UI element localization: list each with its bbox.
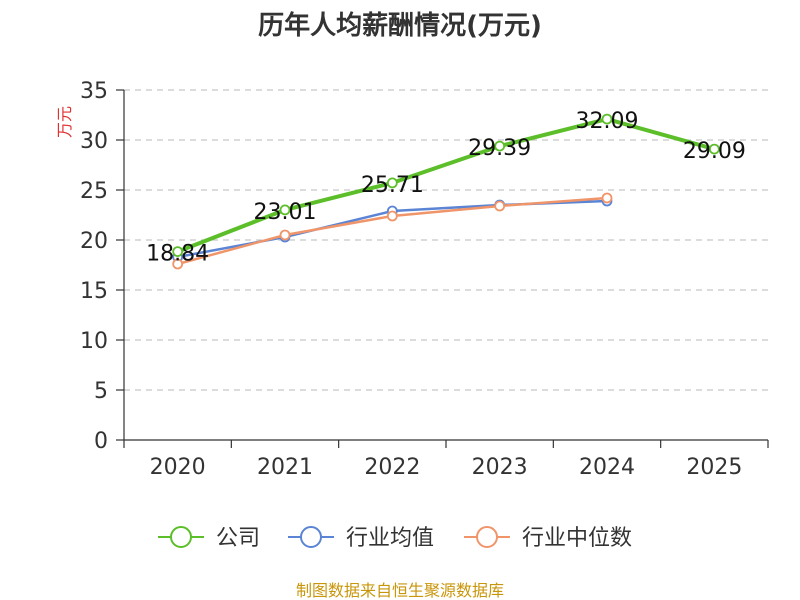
y-tick-label: 10	[80, 329, 108, 354]
data-point	[494, 140, 506, 152]
data-point	[386, 177, 398, 189]
y-tick-label: 20	[80, 229, 108, 254]
data-point	[601, 192, 613, 204]
x-tick-label: 2022	[364, 455, 420, 480]
legend: 公司 行业均值 行业中位数	[158, 526, 632, 551]
legend-label: 行业中位数	[522, 526, 632, 551]
legend-label: 公司	[216, 526, 260, 551]
legend-item-1[interactable]: 行业均值	[288, 526, 434, 551]
legend-swatch-marker	[170, 526, 192, 548]
data-label: 29.39	[468, 136, 531, 161]
data-label-layer: 18.84 23.01 25.71 29.39 32.09 29.09	[146, 109, 746, 267]
y-tick-label: 0	[94, 429, 108, 454]
legend-swatch-marker	[476, 526, 498, 548]
source-note: 制图数据来自恒生聚源数据库	[296, 581, 504, 600]
data-label: 18.84	[146, 242, 209, 267]
legend-item-0[interactable]: 公司	[158, 526, 260, 551]
legend-item-2[interactable]: 行业中位数	[464, 526, 632, 551]
data-point	[386, 210, 398, 222]
x-tick-label: 2020	[150, 455, 206, 480]
legend-label: 行业均值	[346, 526, 434, 551]
data-point	[172, 246, 184, 258]
data-label: 29.09	[683, 139, 746, 164]
data-label: 25.71	[361, 173, 424, 198]
y-axis-label: 万元	[55, 106, 74, 138]
grid-layer	[124, 89, 768, 391]
data-point	[279, 229, 291, 241]
y-tick-label: 5	[94, 379, 108, 404]
data-point	[279, 204, 291, 216]
series-layer	[172, 113, 720, 270]
data-point	[172, 258, 184, 270]
data-point	[601, 113, 613, 125]
x-tick-label: 2021	[257, 455, 313, 480]
y-tick-label: 25	[80, 179, 108, 204]
data-point	[494, 200, 506, 212]
data-point	[708, 143, 720, 155]
data-label: 32.09	[576, 109, 639, 134]
y-tick-label: 30	[80, 129, 108, 154]
x-tick-label: 2023	[472, 455, 528, 480]
x-tick-label: 2024	[579, 455, 635, 480]
chart-title: 历年人均薪酬情况(万元)	[258, 10, 542, 41]
data-label: 23.01	[254, 200, 317, 225]
series-line-0	[175, 117, 717, 254]
y-tick-label: 15	[80, 279, 108, 304]
legend-swatch-marker	[300, 526, 322, 548]
x-tick-label: 2025	[686, 455, 742, 480]
y-tick-label: 35	[80, 79, 108, 104]
